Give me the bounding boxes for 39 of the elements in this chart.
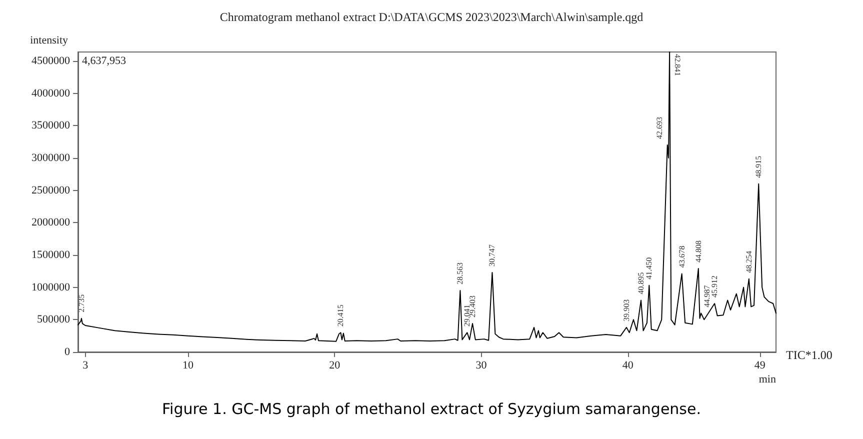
y-tick-label: 4000000	[32, 87, 70, 100]
annotation: 4,637,953	[82, 55, 126, 67]
x-tick-label: 20	[329, 360, 341, 372]
annotation: 42.693	[654, 117, 664, 140]
y-tick-label: 0	[64, 346, 70, 358]
annotation: 44.808	[694, 240, 703, 263]
x-tick-label: 49	[754, 360, 766, 372]
line-series	[78, 52, 776, 342]
y-tick-label: 1000000	[32, 281, 70, 294]
annotation: 28.563	[456, 262, 465, 285]
y-tick-label: 4500000	[32, 54, 70, 67]
annotation: 29.403	[468, 296, 477, 318]
chart-title: Chromatogram methanol extract D:\DATA\GCMS 2023\2023\March\Alwin\sample.qgd	[220, 10, 644, 24]
x-tick-label: 10	[182, 360, 194, 372]
annotation: 30.747	[488, 244, 497, 266]
annotation: 39.903	[622, 299, 631, 322]
annotation: 48.915	[754, 156, 764, 178]
y-tick-label: 2500000	[32, 184, 70, 196]
text: TIC*1.00	[786, 348, 832, 363]
x-tick-label: 30	[476, 360, 488, 372]
caption: Figure 1. GC-MS graph of methanol extract of Syzygium samarangense.	[160, 400, 702, 418]
annotation: 42.841	[673, 54, 682, 76]
annotation: 41.450	[644, 257, 654, 280]
annotation: 43.678	[677, 246, 686, 268]
y-axis-title: intensity	[30, 34, 68, 46]
annotation: 45.912	[710, 275, 720, 298]
y-tick-label: 2000000	[32, 216, 70, 229]
x-tick-label: 40	[622, 360, 634, 372]
y-tick-label: 1500000	[32, 248, 70, 261]
annotation: 48.254	[744, 250, 754, 273]
y-tick-label: 3000000	[32, 152, 70, 164]
y-tick-label: 3500000	[32, 120, 70, 132]
x-axis-title: min	[758, 374, 776, 386]
annotation: 2.735	[76, 294, 86, 312]
annotation: 20.415	[336, 304, 346, 327]
annotation: 44.987	[702, 285, 712, 308]
x-tick-label: 3	[82, 360, 89, 372]
annotation: 40.895	[636, 272, 646, 294]
y-tick-label: 500000	[37, 314, 70, 326]
